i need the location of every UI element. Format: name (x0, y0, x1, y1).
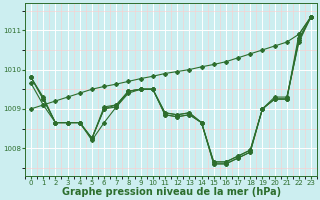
X-axis label: Graphe pression niveau de la mer (hPa): Graphe pression niveau de la mer (hPa) (61, 187, 281, 197)
